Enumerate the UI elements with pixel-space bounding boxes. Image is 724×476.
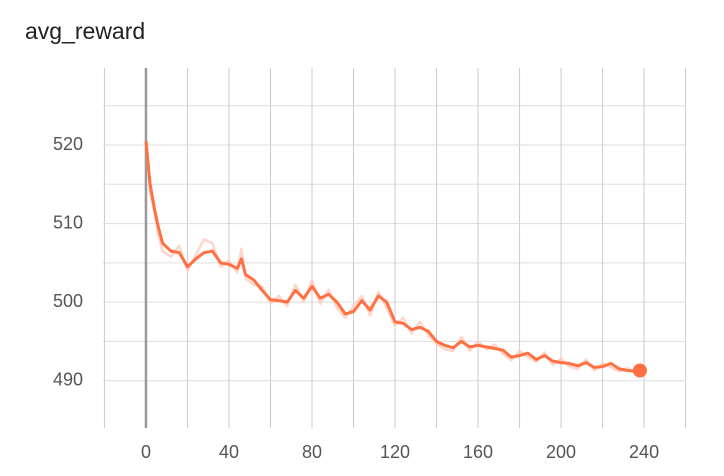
- chart-title: avg_reward: [25, 18, 145, 44]
- x-tick-label: 240: [629, 442, 659, 462]
- data-line: [144, 140, 641, 373]
- x-tick-label: 200: [546, 442, 576, 462]
- x-tick-label: 160: [463, 442, 493, 462]
- data-line: [144, 140, 641, 375]
- y-tick-label: 490: [53, 369, 83, 389]
- x-tick-label: 80: [302, 442, 322, 462]
- y-tick-label: 510: [53, 212, 83, 232]
- end-marker: [632, 363, 647, 378]
- y-tick-label: 520: [53, 134, 83, 154]
- x-tick-label: 40: [219, 442, 239, 462]
- x-tick-label: 120: [380, 442, 410, 462]
- y-tick-label: 500: [53, 291, 83, 311]
- x-tick-label: 0: [141, 442, 151, 462]
